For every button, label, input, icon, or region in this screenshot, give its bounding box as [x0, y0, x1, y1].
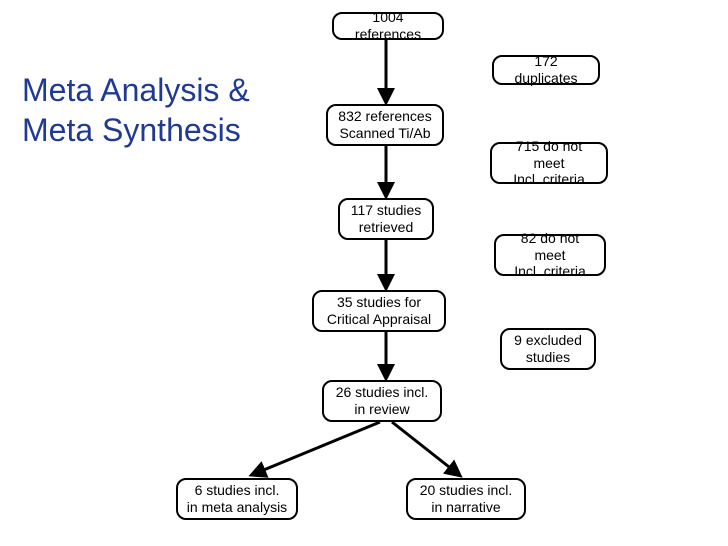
node-label: 26 studies incl. — [336, 384, 429, 401]
node-label: in narrative — [431, 499, 500, 516]
node-label: 82 do not meet — [504, 230, 596, 264]
node-label: 35 studies for — [337, 294, 421, 311]
node-label: 20 studies incl. — [420, 482, 513, 499]
node-label: retrieved — [359, 219, 413, 236]
flow-node-s1: 172 duplicates — [492, 55, 600, 85]
node-label: in meta analysis — [187, 499, 287, 516]
flow-node-n3: 117 studiesretrieved — [338, 198, 434, 240]
node-label: Scanned Ti/Ab — [339, 125, 430, 142]
flow-edge — [254, 422, 380, 474]
title-line-2: Meta Synthesis — [22, 112, 241, 148]
title-line-1: Meta Analysis & — [22, 72, 250, 108]
node-label: 117 studies — [351, 202, 422, 219]
page-title: Meta Analysis & Meta Synthesis — [22, 70, 250, 150]
node-label: 1004 references — [342, 9, 434, 43]
node-label: 6 studies incl. — [195, 482, 280, 499]
node-label: 9 excluded — [514, 332, 582, 349]
flow-node-n4: 35 studies forCritical Appraisal — [312, 290, 446, 332]
flow-node-s3: 82 do not meetIncl. criteria — [494, 234, 606, 276]
node-label: Incl. criteria — [513, 171, 585, 188]
node-label: 715 do not meet — [500, 138, 598, 172]
node-label: in review — [354, 401, 409, 418]
flow-node-n5: 26 studies incl.in review — [322, 380, 442, 422]
flow-node-n1: 1004 references — [332, 12, 444, 40]
flow-node-b1: 6 studies incl.in meta analysis — [176, 478, 298, 520]
node-label: 172 duplicates — [502, 53, 590, 87]
flow-node-n2: 832 referencesScanned Ti/Ab — [326, 104, 444, 146]
node-label: 832 references — [338, 108, 431, 125]
flow-node-b2: 20 studies incl.in narrative — [406, 478, 526, 520]
node-label: Critical Appraisal — [327, 311, 431, 328]
flow-node-s4: 9 excludedstudies — [500, 328, 596, 370]
node-label: Incl. criteria — [514, 263, 586, 280]
flow-edge — [392, 422, 458, 474]
node-label: studies — [526, 349, 570, 366]
flow-node-s2: 715 do not meetIncl. criteria — [490, 142, 608, 184]
